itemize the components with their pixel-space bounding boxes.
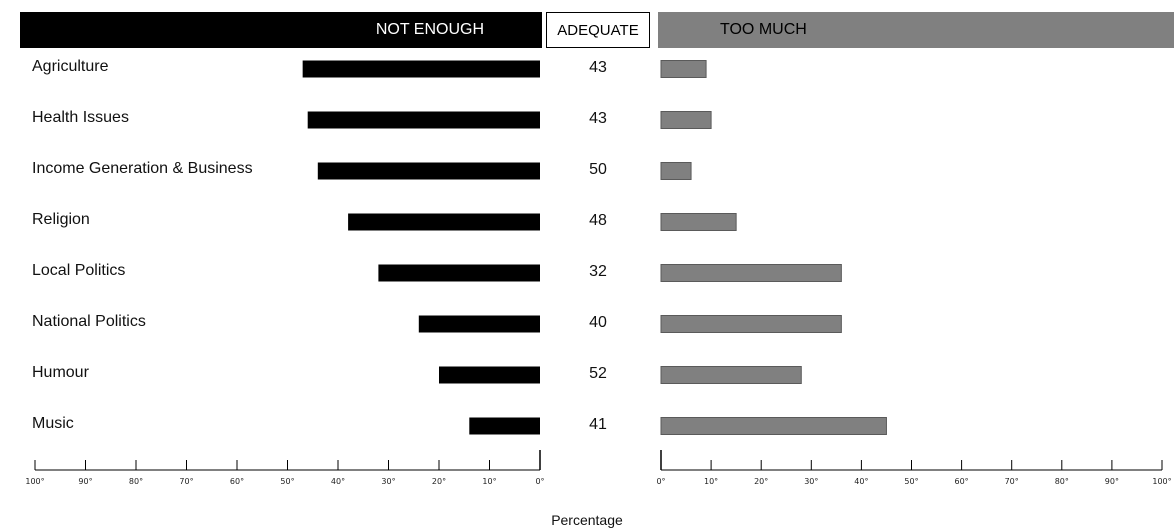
too-much-bar [660,213,737,231]
category-label: Religion [32,211,90,228]
too-much-header-label: TOO MUCH [720,21,807,38]
adequate-value: 43 [589,110,607,127]
too-much-header: TOO MUCH [658,12,1174,48]
not-enough-bar [302,60,540,78]
right-axis-tick-label: 70° [1005,477,1019,486]
too-much-bar [660,417,887,435]
left-axis-tick-label: 70° [179,477,193,486]
not-enough-bar [307,111,540,129]
not-enough-bar [378,264,540,282]
right-axis-tick-label: 50° [904,477,918,486]
too-much-bar [660,315,842,333]
right-axis-tick-label: 20° [754,477,768,486]
not-enough-bar [348,213,540,231]
adequate-value: 43 [589,59,607,76]
category-label: Income Generation & Business [32,160,253,177]
too-much-bar [660,162,692,180]
too-much-bar [660,60,707,78]
not-enough-header-label: NOT ENOUGH [375,21,484,38]
adequate-header: ADEQUATE [546,12,650,48]
right-axis-tick-label: 0° [656,477,665,486]
category-label: Agriculture [32,58,109,75]
not-enough-bar [439,366,540,384]
category-label: Humour [32,364,89,381]
left-axis-tick-label: 100° [25,477,44,486]
right-axis-tick-label: 60° [955,477,969,486]
category-label: National Politics [32,313,146,330]
x-axis-title: Percentage [551,512,623,528]
too-much-bar [660,111,712,129]
left-axis-tick-label: 90° [78,477,92,486]
adequate-value: 32 [589,263,607,280]
left-axis-tick-label: 0° [535,477,544,486]
left-axis-tick-label: 80° [129,477,143,486]
adequate-value: 41 [589,416,607,433]
right-axis-tick-label: 10° [704,477,718,486]
left-axis-tick-label: 50° [280,477,294,486]
adequate-header-label: ADEQUATE [557,21,639,39]
right-axis-tick-label: 100° [1152,477,1171,486]
adequate-value: 50 [589,161,607,178]
adequate-value: 48 [589,212,607,229]
right-axis-tick-label: 90° [1105,477,1119,486]
too-much-bar [660,264,842,282]
not-enough-header: NOT ENOUGH [20,12,542,48]
left-axis-tick-label: 30° [381,477,395,486]
category-label: Music [32,415,74,432]
right-axis-tick-label: 30° [804,477,818,486]
adequate-value: 52 [589,365,607,382]
left-axis-tick-label: 60° [230,477,244,486]
left-axis-tick-label: 20° [432,477,446,486]
left-axis-tick-label: 40° [331,477,345,486]
left-axis-tick-label: 10° [482,477,496,486]
not-enough-bar [418,315,540,333]
category-label: Health Issues [32,109,129,126]
not-enough-bar [317,162,540,180]
right-axis-tick-label: 80° [1055,477,1069,486]
adequate-value: 40 [589,314,607,331]
right-axis-tick-label: 40° [854,477,868,486]
too-much-bar [660,366,802,384]
not-enough-bar [469,417,540,435]
category-label: Local Politics [32,262,126,279]
